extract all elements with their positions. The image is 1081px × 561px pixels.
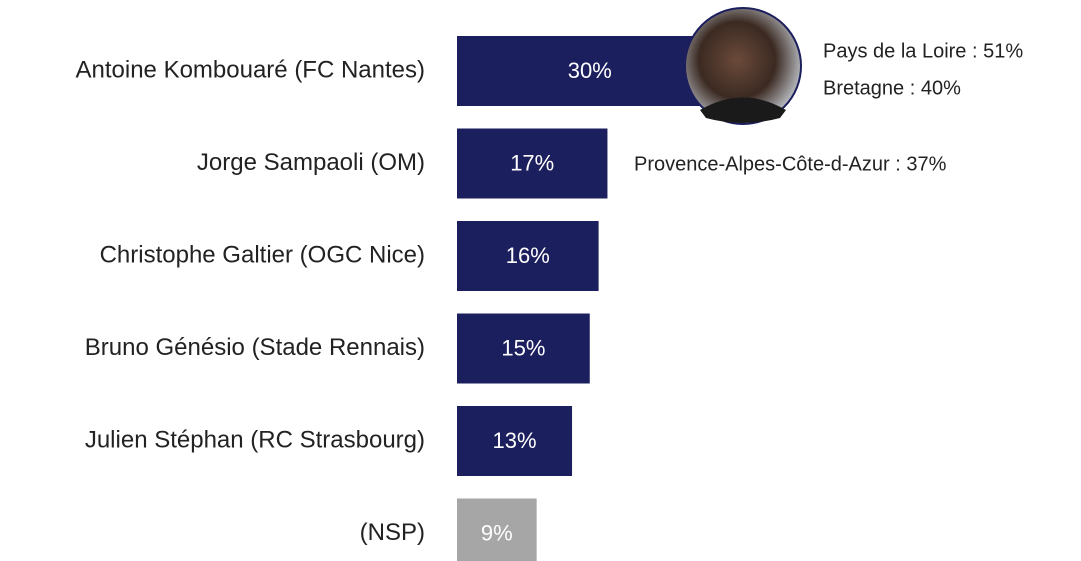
photo: [685, 8, 801, 124]
value-label: 16%: [506, 243, 550, 268]
value-label: 13%: [493, 428, 537, 453]
category-label: Julien Stéphan (RC Strasbourg): [85, 426, 425, 453]
value-label: 9%: [481, 520, 513, 545]
category-label: (NSP): [360, 519, 425, 546]
value-label: 30%: [568, 58, 612, 83]
category-label: Christophe Galtier (OGC Nice): [100, 241, 425, 268]
chart: Antoine Kombouaré (FC Nantes) 30% Jorge Sa…: [0, 0, 1081, 561]
annotation: Pays de la Loire : 51%: [823, 40, 1023, 62]
bars: Antoine Kombouaré (FC Nantes) 30% Jorge Sa…: [76, 36, 723, 561]
value-label: 15%: [501, 335, 545, 360]
annotation: Bretagne : 40%: [823, 77, 961, 99]
category-label: Jorge Sampaoli (OM): [197, 149, 425, 176]
annotation: Provence-Alpes-Côte-d-Azur : 37%: [634, 153, 947, 175]
value-label: 17%: [510, 150, 554, 175]
category-label: Antoine Kombouaré (FC Nantes): [76, 56, 426, 83]
category-label: Bruno Génésio (Stade Rennais): [85, 334, 425, 361]
